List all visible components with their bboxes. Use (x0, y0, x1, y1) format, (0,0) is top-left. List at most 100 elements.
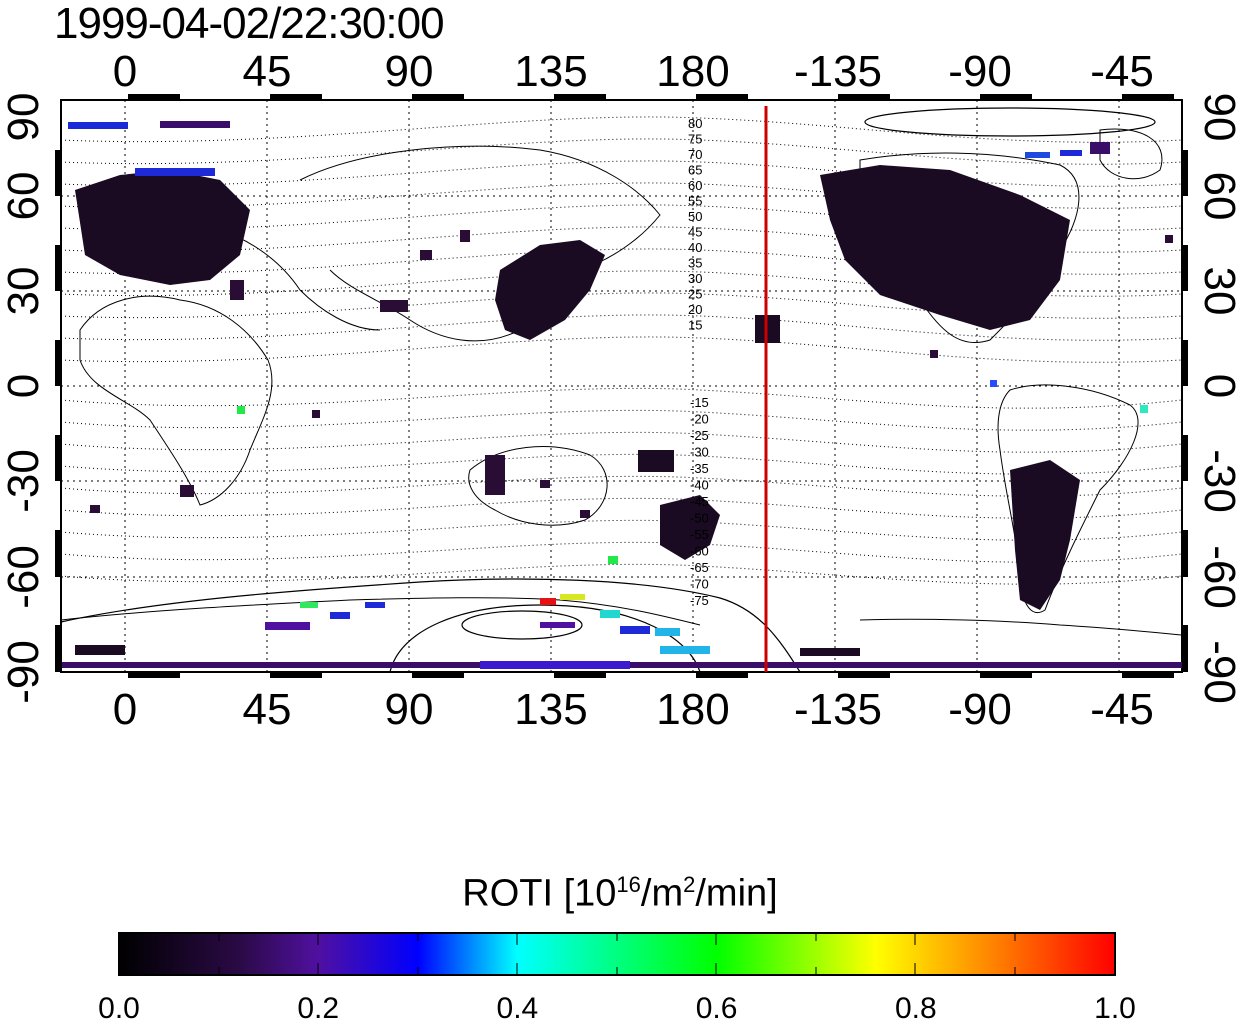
contour-label-north: 40 (688, 240, 702, 255)
frame-ticks (55, 94, 1188, 678)
roti-point (1165, 235, 1173, 243)
roti-antarctic-band (560, 594, 585, 600)
contour-label-north: 15 (688, 318, 702, 333)
y-tick-label-left: -60 (0, 545, 48, 609)
x-tick-label-bottom: 45 (243, 685, 292, 734)
roti-point-cyan (1140, 405, 1148, 413)
x-tick-label-bottom: -45 (1090, 685, 1154, 734)
roti-arctic-band (1090, 142, 1110, 154)
y-tick-label-right: 30 (1195, 267, 1240, 316)
x-tick-label-bottom: -90 (948, 685, 1012, 734)
colorbar-tick-label: 1.0 (1094, 992, 1136, 1024)
y-tick-label-left: 60 (0, 172, 48, 221)
contour-label-south: -15 (690, 395, 709, 410)
roti-antarctic-band (800, 648, 860, 656)
y-tick-label-right: -90 (1195, 640, 1240, 704)
contour-label-north: 20 (688, 302, 702, 317)
contour-label-north: 45 (688, 225, 702, 240)
y-tick-label-left: -90 (0, 640, 48, 704)
x-tick-label-top: 0 (113, 47, 137, 96)
contour-label-north: 50 (688, 209, 702, 224)
x-tick-label-top: -135 (794, 47, 882, 96)
roti-data (62, 121, 1182, 669)
roti-antarctic-band (655, 628, 680, 636)
y-tick-label-right: -60 (1195, 545, 1240, 609)
roti-antarctic-band (365, 602, 385, 608)
contour-label-south: -45 (690, 494, 709, 509)
contour-label-south: -55 (690, 527, 709, 542)
roti-antarctic-band (75, 645, 125, 655)
roti-antarctic-band (540, 622, 575, 628)
roti-cluster-north-america (820, 165, 1070, 330)
contour-label-north: 55 (688, 194, 702, 209)
roti-cluster-australia-east (485, 455, 505, 495)
roti-cluster-japan (495, 240, 605, 340)
roti-point (580, 510, 590, 518)
colorbar-tick-labels: 0.0 0.2 0.4 0.6 0.8 1.0 (98, 992, 1136, 1024)
colorbar-tick-label: 0.4 (497, 992, 539, 1024)
roti-arctic-band (1060, 150, 1082, 156)
roti-point (540, 480, 550, 488)
colorbar-title-exponent-2: 2 (683, 872, 696, 897)
contour-label-south: -65 (690, 560, 709, 575)
colorbar-title-mid: /m (640, 872, 684, 915)
x-tick-label-bottom: 135 (514, 685, 587, 734)
roti-antarctic-band (600, 610, 620, 618)
roti-point (420, 250, 432, 260)
roti-point (312, 410, 320, 418)
contour-label-south: -20 (690, 412, 709, 427)
timestamp-title: 1999-04-02/22:30:00 (54, 0, 445, 48)
roti-cluster-europe (75, 170, 250, 285)
colorbar-title-exponent-1: 16 (616, 872, 641, 897)
y-tick-label-left: 0 (0, 374, 48, 398)
y-tick-label-right: -30 (1195, 449, 1240, 513)
roti-point (460, 230, 470, 242)
roti-point (930, 350, 938, 358)
roti-arctic-band (160, 121, 230, 128)
contour-label-south: -70 (690, 577, 709, 592)
y-tick-label-left: -30 (0, 449, 48, 513)
contour-label-north: 25 (688, 287, 702, 302)
roti-cluster-new-zealand (660, 495, 720, 560)
colorbar-tick-label: 0.6 (696, 992, 738, 1024)
y-tick-label-right: 0 (1195, 374, 1240, 398)
roti-antarctic-band (265, 622, 310, 630)
colorbar-tick-label: 0.8 (895, 992, 937, 1024)
x-tick-label-bottom: 90 (385, 685, 434, 734)
y-tick-label-left: 90 (0, 93, 48, 142)
roti-antarctic-band (620, 626, 650, 634)
colorbar-tick-label: 0.0 (98, 992, 140, 1024)
roti-cluster-pacific (638, 450, 674, 472)
x-ticks-bottom: 0 45 90 135 180 -135 -90 -45 (113, 685, 1154, 734)
contour-label-south: -30 (690, 445, 709, 460)
colorbar-title-main: ROTI [10 (462, 872, 617, 915)
roti-point (90, 505, 100, 513)
roti-point-blue (990, 380, 997, 387)
roti-point (230, 280, 244, 300)
x-ticks-top: 0 45 90 135 180 -135 -90 -45 (113, 47, 1154, 96)
colorbar-tick-label: 0.2 (297, 992, 339, 1024)
contour-label-south: -50 (690, 511, 709, 526)
x-tick-label-top: 45 (243, 47, 292, 96)
y-tick-label-left: 30 (0, 267, 48, 316)
colorbar-title-end: /min] (695, 872, 778, 915)
y-ticks-left: 90 60 30 0 -30 -60 -90 (0, 93, 48, 704)
colorbar-minor-ticks (218, 933, 1016, 975)
y-tick-label-right: 60 (1195, 172, 1240, 221)
roti-antarctic-band (330, 612, 350, 619)
roti-arctic-band (68, 122, 128, 129)
roti-point (380, 300, 408, 312)
contour-label-north: 70 (688, 147, 702, 162)
roti-arctic-band (135, 168, 215, 176)
x-tick-label-bottom: -135 (794, 685, 882, 734)
contour-label-south: -35 (690, 461, 709, 476)
x-tick-label-top: 90 (385, 47, 434, 96)
x-tick-label-top: 180 (656, 47, 729, 96)
x-tick-label-bottom: 180 (656, 685, 729, 734)
x-tick-label-top: -90 (948, 47, 1012, 96)
roti-arctic-band (1025, 152, 1050, 158)
roti-point-green (237, 406, 245, 414)
contour-label-north: 60 (688, 178, 702, 193)
contour-label-north: 75 (688, 132, 702, 147)
